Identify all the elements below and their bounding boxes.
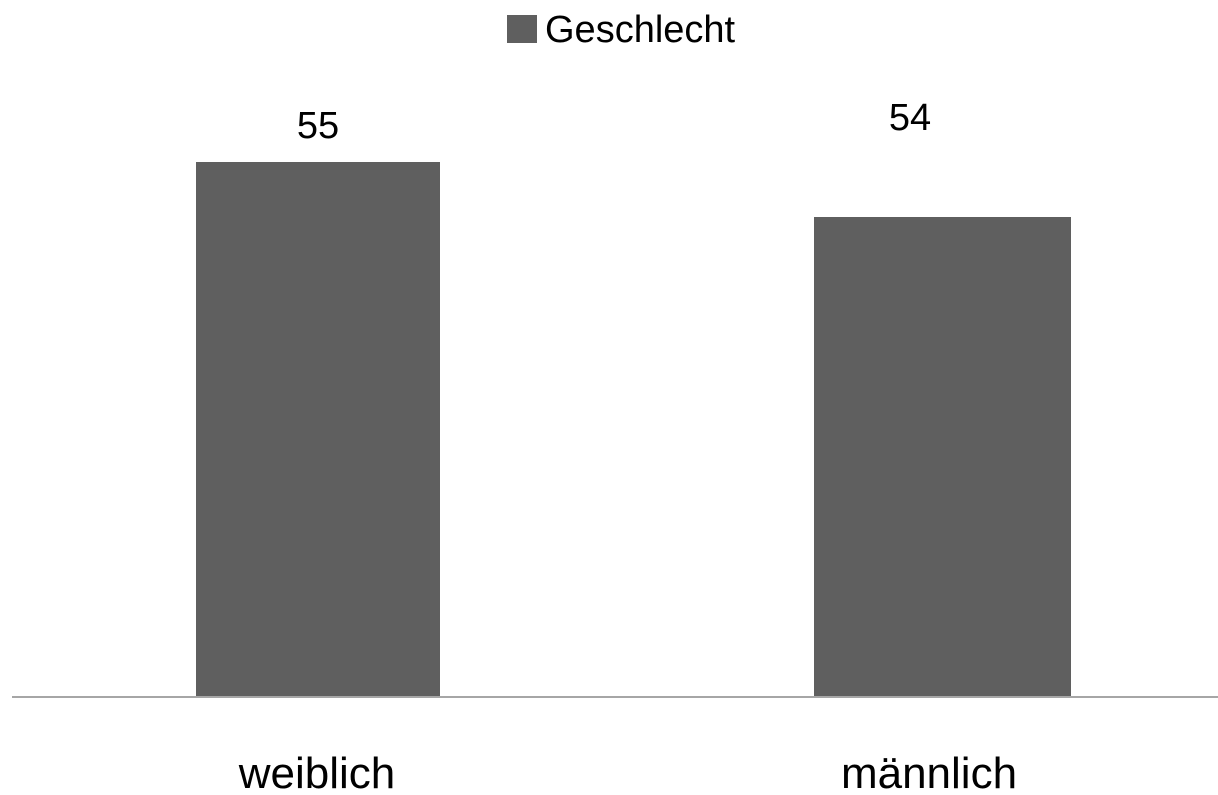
- data-label-weiblich: 55: [297, 105, 339, 147]
- category-label-mannlich: männlich: [841, 749, 1017, 795]
- plot-area: 55 weiblich 54 männlich: [196, 97, 1071, 795]
- legend-swatch-geschlecht: [507, 15, 537, 43]
- bar-mannlich: [814, 217, 1071, 697]
- legend: Geschlecht: [507, 9, 736, 51]
- legend-label-geschlecht: Geschlecht: [545, 9, 736, 51]
- data-label-mannlich: 54: [889, 97, 931, 139]
- category-label-weiblich: weiblich: [238, 749, 396, 795]
- bar-weiblich: [196, 162, 440, 697]
